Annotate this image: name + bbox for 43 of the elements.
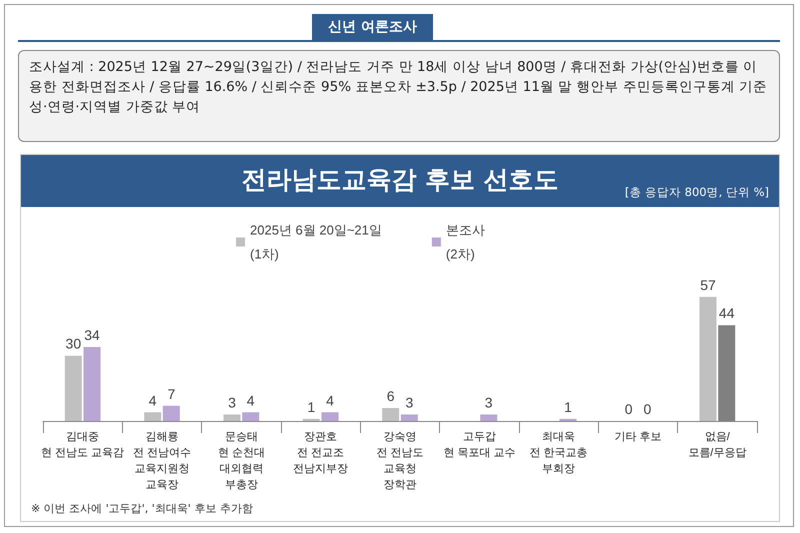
data-label: 6	[386, 388, 395, 404]
bar	[162, 406, 180, 421]
x-tick-label: 기타 후보	[614, 431, 662, 443]
text: 조사설계 : 2025년 12월 27~29일(3일간) / 전라남도 거주 만 18세 이상 남녀 800명 / 휴대전화 가상(안심)번호를 이용한 전화면접조사 / 응답률 16.6% / 신뢰수준 95% 표본오차 ±3.5p / 2025년 11월 말 행안부 주민등록인구통계 기준 성·연령·지역별 가중값 부여	[18, 50, 780, 142]
data-label: 3	[405, 394, 414, 410]
chart-title: 전라남도교육감 후보 선호도	[241, 165, 559, 194]
legend-label: 본조사 (2차)	[446, 222, 485, 262]
data-label: 3	[228, 394, 236, 410]
legend-label: 2025년 6월 20일~21일 (1차)	[250, 222, 382, 262]
data-label: 1	[307, 398, 316, 415]
data-label: 7	[167, 386, 176, 402]
x-tick-label: 김해룡 전 전남여수 교육지원청 교육장	[132, 431, 192, 491]
data-label: 4	[326, 392, 334, 408]
bar	[400, 414, 418, 421]
data-label: 3	[484, 394, 493, 410]
data-label: 30	[66, 336, 82, 352]
data-label: 0	[624, 401, 633, 417]
text: 신년 여론조사	[312, 14, 433, 40]
chart-subtitle: [총 응답자 800명, 단위 %]	[624, 185, 769, 200]
data-label: 44	[718, 305, 735, 322]
data-label: 1	[564, 398, 572, 415]
data-label: 57	[700, 276, 716, 293]
bar	[144, 412, 162, 421]
bar	[223, 414, 240, 421]
data-label: 4	[246, 392, 255, 408]
data-label: 34	[84, 326, 100, 343]
bar	[64, 356, 82, 421]
bar	[242, 412, 260, 421]
x-tick-label: 최대욱 전 한국교총 부회장	[530, 431, 588, 475]
x-tick-label: 문승태 현 순천대 대외협력 부총장	[218, 431, 265, 491]
bar	[480, 414, 498, 421]
x-tick-label: 고두갑 현 목포대 교수	[443, 431, 516, 459]
x-tick-label: 강숙영 전 전남도 교육청 장학관	[376, 431, 424, 491]
bar	[84, 346, 101, 421]
data-label: 0	[643, 401, 652, 417]
bar	[322, 412, 339, 421]
x-tick-label: 없음/ 모름/무응답	[688, 431, 746, 459]
data-label: 4	[148, 392, 157, 408]
x-tick-label: 장관호 전 전교조 전남지부장	[293, 431, 348, 475]
x-tick-label: 김대중 현 전남도 교육감	[41, 431, 124, 459]
bar	[382, 408, 400, 421]
text: ※ 이번 조사에 '고두갑', '최대욱' 후보 추가함	[31, 501, 253, 516]
bar	[699, 296, 716, 421]
